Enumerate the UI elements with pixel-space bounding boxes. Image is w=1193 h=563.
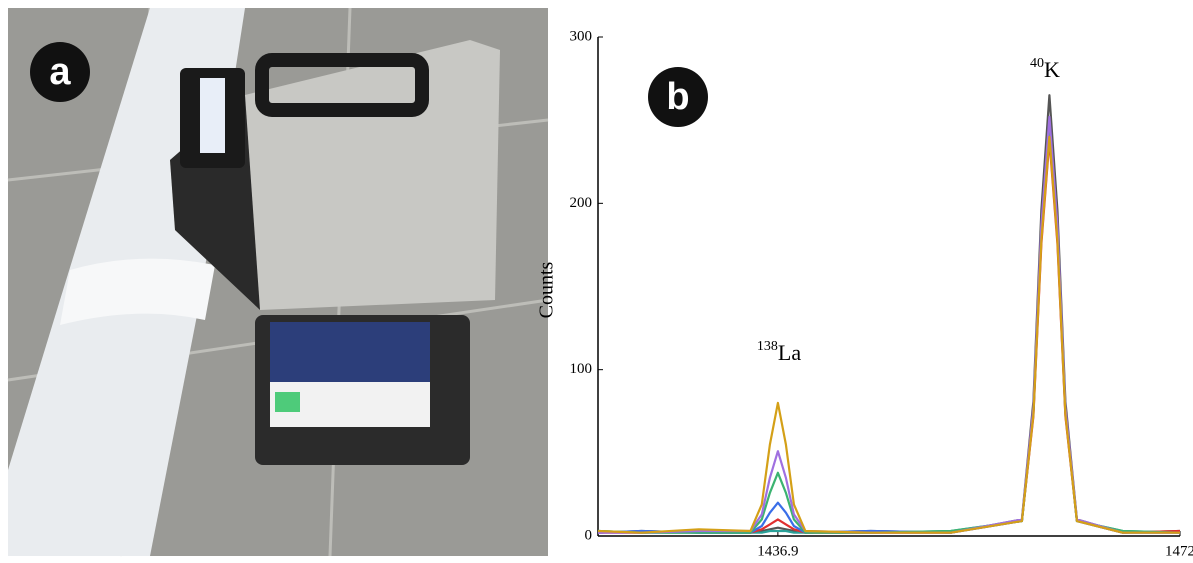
photo-panel: a (7, 7, 549, 557)
x-tick-label: 1436.9 (757, 543, 798, 559)
y-tick-label: 200 (570, 195, 593, 211)
series-line (597, 119, 1181, 534)
y-tick-label: 100 (570, 361, 593, 377)
panel-label: a (49, 51, 71, 93)
series-line (597, 125, 1181, 534)
panel-label: b (666, 76, 689, 118)
panel-badge (648, 67, 708, 127)
series-line (598, 139, 1181, 534)
peak-label-text: La (778, 340, 801, 365)
y-tick-label: 0 (585, 527, 593, 543)
pipe-joint (60, 258, 215, 325)
peak-label-superscript: 40 (1030, 56, 1044, 71)
series-line (597, 135, 1180, 534)
x-tick-label: 1472 (1165, 543, 1193, 559)
series-line (597, 124, 1180, 534)
tablet-plot (270, 322, 430, 382)
tablet-button (275, 392, 300, 412)
panel-badge (30, 42, 90, 102)
detector-screen (200, 78, 225, 153)
peak-label-text: K (1044, 57, 1060, 82)
peak-label: 138La (757, 339, 801, 365)
series-line (598, 115, 1180, 534)
detector-handle (255, 53, 429, 117)
y-axis-label: Counts (536, 261, 558, 318)
peak-label-superscript: 138 (757, 339, 778, 354)
y-tick-label: 300 (570, 28, 593, 44)
peak-label: 40K (1030, 56, 1060, 82)
series-line (597, 94, 1181, 534)
